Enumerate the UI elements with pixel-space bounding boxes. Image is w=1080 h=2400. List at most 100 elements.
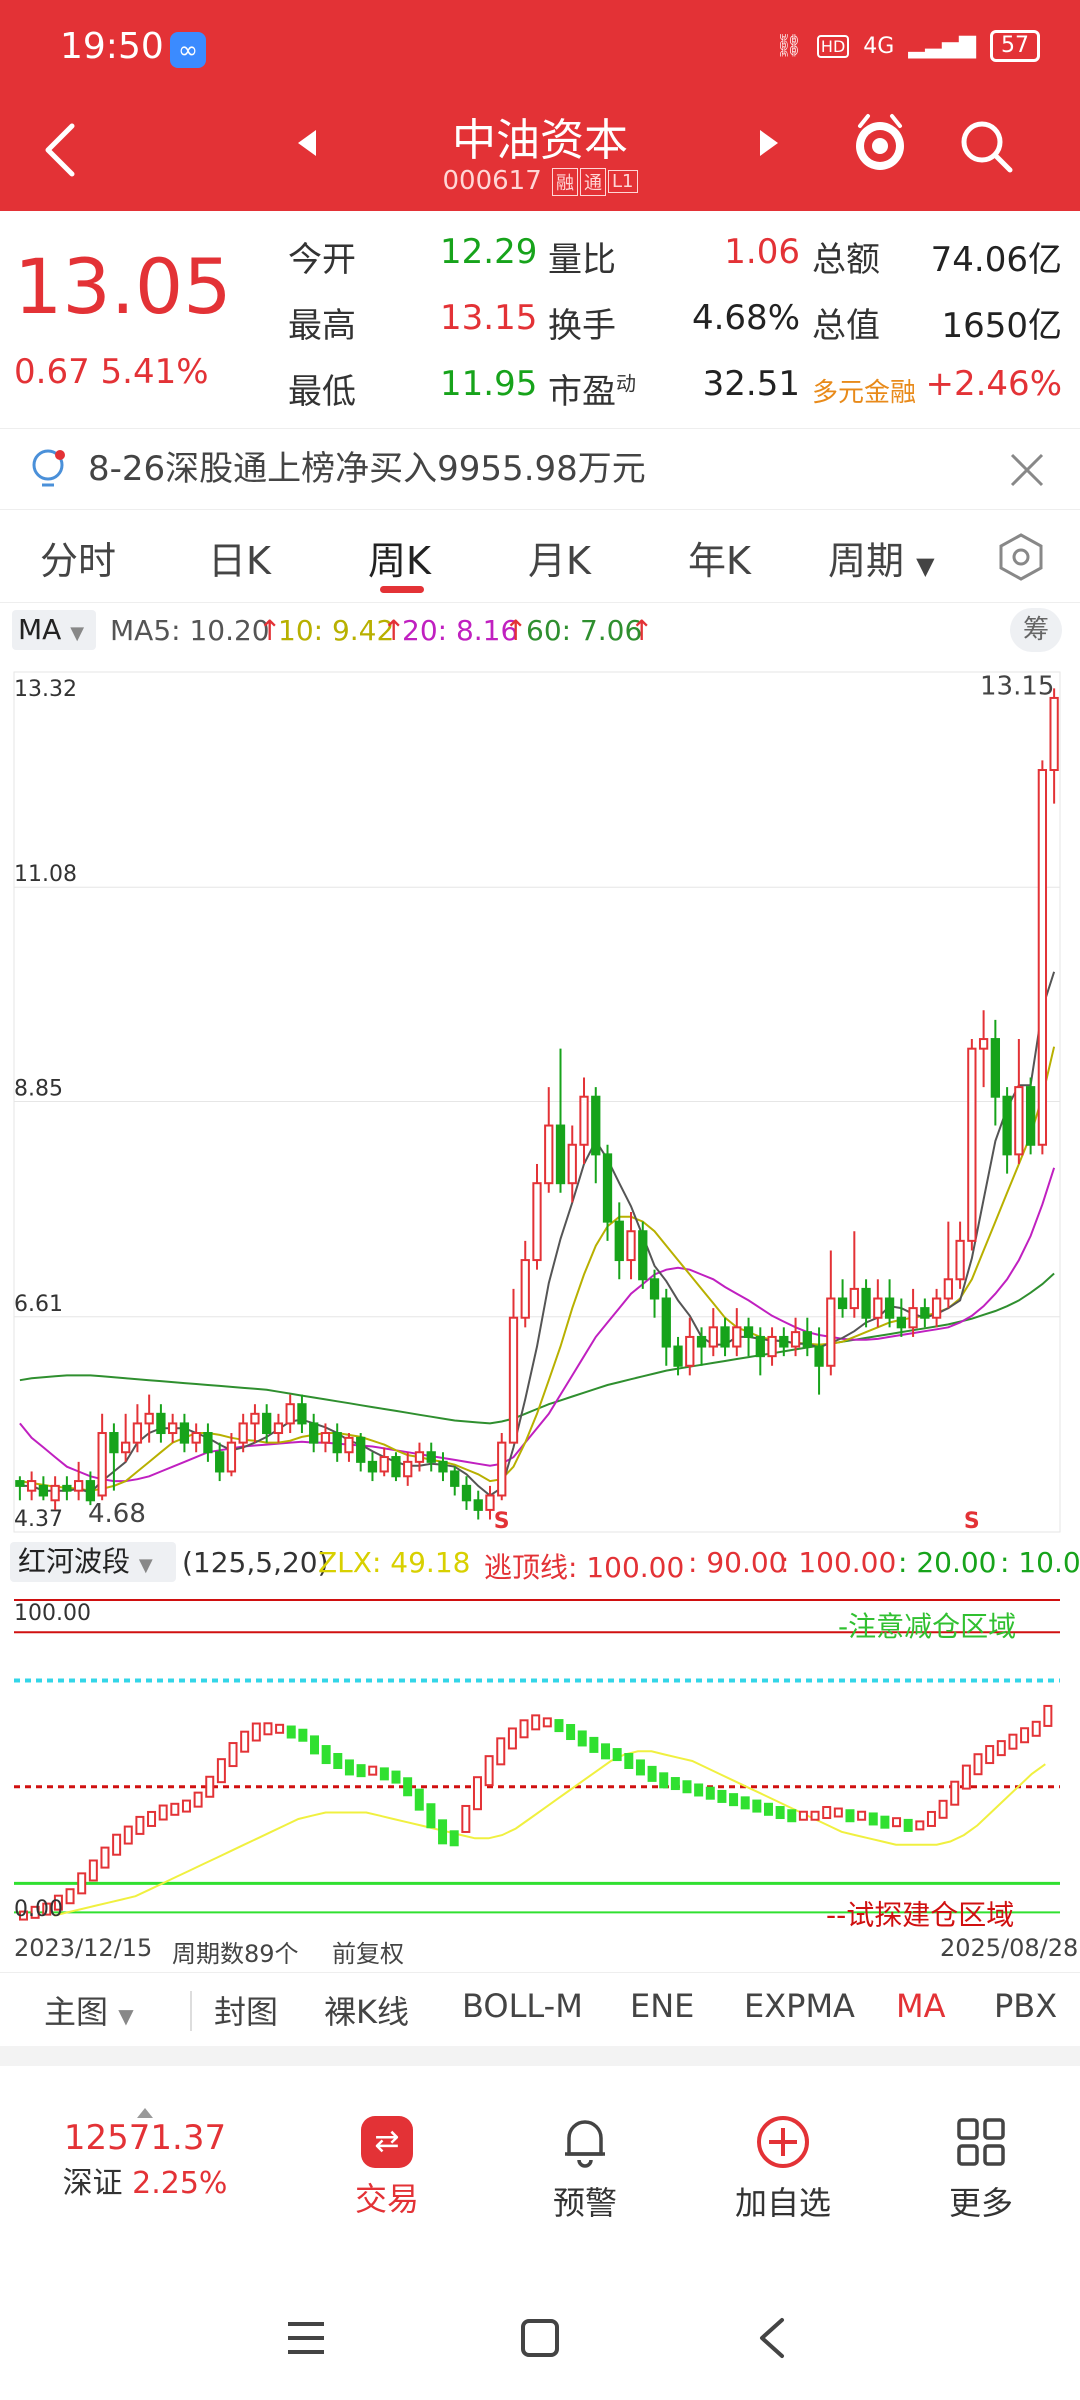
menu-icon[interactable] — [286, 2318, 326, 2358]
band-bar — [275, 1723, 285, 1734]
index-pct: 2.25% — [132, 2166, 228, 2201]
candle-body — [520, 1259, 530, 1319]
band-bar — [403, 1777, 413, 1797]
tab-naked-k[interactable]: 裸K线 — [324, 1993, 409, 2031]
volume-ratio-label: 量比 — [548, 240, 616, 280]
band-bar — [123, 1825, 133, 1845]
tab-intraday[interactable]: 分时 — [40, 539, 117, 583]
candle-body — [767, 1335, 777, 1358]
candle-body — [755, 1335, 765, 1358]
candle-body — [908, 1307, 918, 1329]
candle-body — [414, 1451, 425, 1463]
candle-body — [532, 1182, 542, 1262]
tab-yearly-k[interactable]: 年K — [688, 539, 751, 583]
candle-body — [1014, 1086, 1024, 1156]
chevron-down-icon: ▼ — [916, 552, 935, 580]
candle-body — [38, 1484, 49, 1497]
tab-ma[interactable]: MA — [896, 1987, 946, 2025]
grid-icon — [957, 2118, 1005, 2166]
index-ticker[interactable]: 12571.37 深证 2.25% — [40, 2108, 250, 2202]
turnover-rate-value: 4.68% — [691, 298, 800, 338]
nav-add-watchlist[interactable]: 加自选 — [708, 2108, 858, 2224]
search-icon[interactable] — [956, 116, 1016, 176]
candle-body — [661, 1297, 671, 1348]
indicator-chart[interactable]: 100.00 0.00 -注意减仓区域 --试探建仓区域 — [0, 1588, 1080, 1928]
ma20-line — [19, 1167, 1056, 1483]
prev-stock-button[interactable] — [298, 130, 316, 156]
candle-body — [743, 1326, 754, 1338]
back-button[interactable] — [40, 120, 80, 180]
candle-body — [873, 1297, 883, 1319]
band-bar — [263, 1722, 273, 1736]
candle-body — [884, 1297, 895, 1319]
candle-body — [450, 1470, 460, 1487]
settings-hexagon-icon[interactable] — [996, 532, 1046, 582]
reduce-zone-label: -注意减仓区域 — [838, 1610, 1016, 1643]
band-bar — [519, 1719, 529, 1739]
tab-period-label: 周期 — [828, 539, 905, 583]
tab-seal[interactable]: 封图 — [214, 1993, 279, 2031]
nav-more[interactable]: 更多 — [906, 2108, 1056, 2224]
adjust-mode[interactable]: 前复权 — [332, 1940, 404, 1968]
band-bar — [170, 1802, 180, 1816]
candle-body — [191, 1432, 201, 1444]
back-nav-icon[interactable] — [756, 2316, 786, 2360]
candle-body — [1049, 696, 1059, 772]
low-label: 最低 — [288, 372, 356, 412]
ma60-label: 60: 7.06 — [526, 614, 643, 647]
build-zone-label: --试探建仓区域 — [826, 1898, 1014, 1928]
news-banner[interactable]: 8-26深股通上榜净买入9955.98万元 — [0, 428, 1080, 510]
stock-code: 000617 — [442, 166, 542, 196]
mascot-icon[interactable] — [850, 112, 910, 176]
candle-body — [849, 1287, 859, 1310]
band-bar — [507, 1727, 517, 1750]
tab-monthly-k[interactable]: 月K — [528, 539, 591, 583]
tab-ene[interactable]: ENE — [630, 1987, 695, 2025]
band-bar — [938, 1799, 948, 1819]
tab-weekly-k[interactable]: 周K — [368, 539, 431, 583]
sector-change[interactable]: +2.46% — [925, 364, 1063, 404]
candle-body — [861, 1287, 871, 1319]
index-value: 12571.37 — [63, 2118, 227, 2158]
ma-select-label: MA — [18, 613, 62, 646]
indicator-select[interactable]: 红河波段 ▼ — [10, 1542, 176, 1582]
system-nav-bar — [0, 2282, 1080, 2400]
nav-add-label: 加自选 — [734, 2184, 831, 2222]
nav-trade[interactable]: ⇄ 交易 — [312, 2108, 462, 2220]
current-price: 13.05 — [14, 242, 232, 331]
band-bar — [449, 1830, 459, 1847]
tab-daily-k[interactable]: 日K — [208, 539, 271, 583]
index-name: 深证 — [62, 2166, 123, 2201]
chip-distribution-button[interactable]: 筹 — [1010, 608, 1062, 652]
candle-body — [97, 1432, 107, 1497]
candle-body — [262, 1412, 272, 1435]
candle-body — [473, 1499, 483, 1511]
tab-main-chart[interactable]: 主图 ▼ — [44, 1987, 134, 2033]
tab-pbx[interactable]: PBX — [994, 1987, 1058, 2025]
next-stock-button[interactable] — [760, 130, 778, 156]
close-icon[interactable] — [1008, 451, 1046, 489]
candle-body — [896, 1316, 906, 1329]
candle-body — [967, 1047, 977, 1242]
band-bar — [286, 1725, 296, 1739]
line90-label: : 90.00 — [688, 1546, 787, 1579]
candle-body — [391, 1456, 401, 1478]
band-bar — [752, 1799, 762, 1813]
sector-label[interactable]: 多元金融 — [812, 378, 917, 408]
band-bar — [88, 1859, 98, 1882]
candle-body — [85, 1480, 96, 1502]
home-icon[interactable] — [520, 2318, 560, 2358]
band-bar — [833, 1807, 843, 1818]
candle-body — [802, 1331, 812, 1348]
ma-select[interactable]: MA ▼ — [12, 610, 96, 650]
chevron-down-icon: ▼ — [138, 1555, 153, 1576]
tab-boll-m[interactable]: BOLL-M — [462, 1987, 583, 2025]
indicator-select-label: 红河波段 — [18, 1545, 131, 1578]
candle-body — [696, 1335, 707, 1348]
nav-alert[interactable]: 预警 — [510, 2108, 660, 2224]
candle-body — [344, 1436, 354, 1454]
tab-expma[interactable]: EXPMA — [744, 1987, 855, 2025]
candle-body — [673, 1345, 683, 1367]
tab-period[interactable]: 周期 ▼ — [828, 530, 935, 585]
